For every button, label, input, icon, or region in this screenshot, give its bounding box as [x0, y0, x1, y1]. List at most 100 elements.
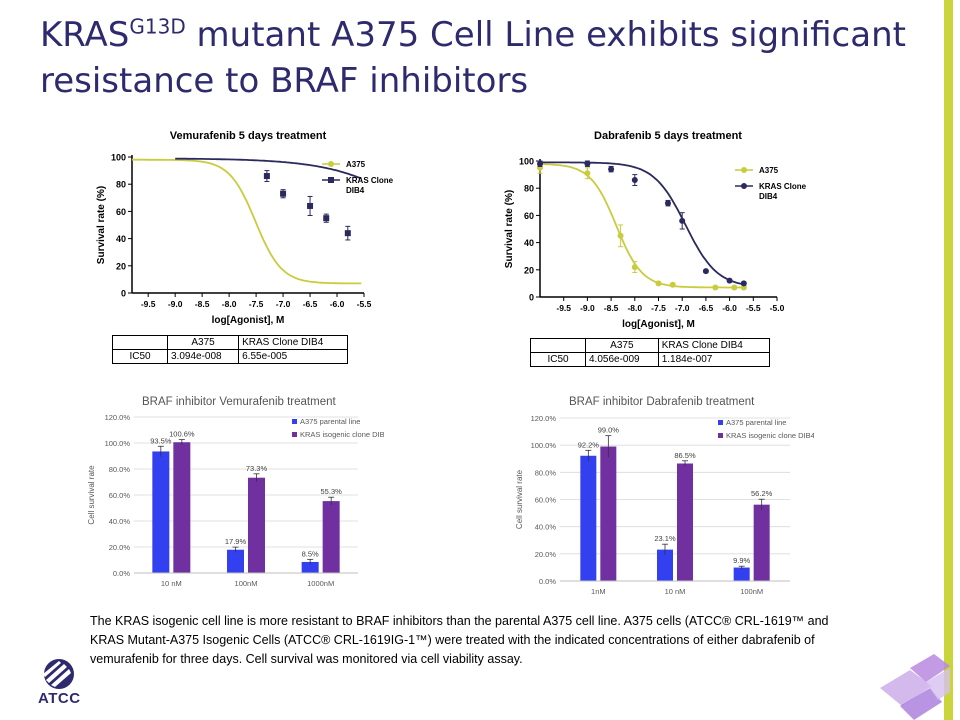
- fit-curve-kras: [175, 157, 362, 180]
- data-point-marker: [537, 160, 543, 167]
- x-tick-label: -8.0: [222, 299, 237, 309]
- y-tick-label: 0: [529, 293, 534, 303]
- ic50-header-row: A375 KRAS Clone DIB4: [530, 338, 771, 353]
- legend-swatch: [292, 432, 297, 437]
- title-kras: KRAS: [40, 15, 130, 55]
- ic50-header-row: A375 KRAS Clone DIB4: [112, 335, 348, 350]
- x-axis-label: log[Agonist], M: [212, 315, 285, 326]
- data-point-marker: [584, 160, 591, 167]
- data-point-marker: [679, 217, 686, 224]
- data-point-marker: [344, 230, 351, 237]
- data-label: 73.3%: [246, 464, 268, 473]
- y-tick-label: 100: [111, 153, 126, 163]
- legend-label: DIB4: [759, 192, 778, 201]
- y-axis-label: Survival rate (%): [504, 190, 515, 268]
- data-label: 56.2%: [751, 489, 773, 498]
- ic50-header-empty: [112, 335, 168, 350]
- x-tick-label: -5.5: [357, 299, 372, 309]
- x-tick-label: -7.5: [249, 299, 264, 309]
- data-label: 92.2%: [578, 440, 600, 449]
- x-tick-label: -6.5: [303, 299, 318, 309]
- data-point-marker: [669, 281, 676, 288]
- x-tick-label: 1nM: [591, 587, 606, 596]
- data-label: 55.3%: [321, 487, 343, 496]
- ic50-value-kras: 1.184e-007: [657, 352, 771, 367]
- data-point-marker: [584, 170, 591, 177]
- y-tick-label: 60.0%: [535, 496, 557, 505]
- legend-marker: [741, 183, 747, 189]
- data-label: 17.9%: [225, 537, 247, 546]
- bar-kras: [248, 477, 265, 573]
- data-point-marker: [702, 268, 709, 275]
- bar-kras: [677, 463, 693, 581]
- legend-marker: [328, 161, 334, 167]
- x-tick-label: 10 nM: [665, 587, 686, 596]
- y-tick-label: 100: [519, 157, 534, 167]
- y-tick-label: 60: [524, 211, 534, 221]
- x-tick-label: 100nM: [235, 579, 258, 588]
- bar-kras: [322, 501, 340, 573]
- ic50-header-empty: [530, 338, 586, 353]
- x-tick-label: 1000nM: [307, 579, 334, 588]
- ic50-header-a375: A375: [166, 335, 240, 350]
- ic50-value-a375: 4.056e-009: [585, 352, 659, 367]
- y-tick-label: 40: [116, 234, 126, 244]
- ic50-header-a375: A375: [585, 338, 659, 353]
- data-label: 100.6%: [169, 430, 195, 439]
- ic50-value-a375: 3.094e-008: [166, 349, 240, 364]
- bar-kras: [600, 446, 617, 581]
- x-tick-label: -8.5: [604, 303, 619, 313]
- x-tick-label: -7.0: [675, 303, 690, 313]
- atcc-logo-icon: [43, 659, 74, 689]
- data-label: 23.1%: [654, 534, 676, 543]
- chart-title: BRAF inhibitor Vemurafenib treatment: [142, 396, 336, 408]
- y-tick-label: 80.0%: [109, 465, 131, 474]
- x-tick-label: 10 nM: [161, 579, 182, 588]
- bar-a375: [580, 455, 597, 581]
- data-label: 99.0%: [598, 426, 620, 435]
- title-rest: mutant A375 Cell Line exhibits significa…: [40, 15, 906, 101]
- y-tick-label: 20: [116, 261, 126, 271]
- data-point-marker: [307, 202, 314, 209]
- y-tick-label: 0.0%: [113, 569, 130, 578]
- y-tick-label: 40: [524, 238, 534, 248]
- legend-label: A375 parental line: [726, 418, 786, 427]
- x-tick-label: -5.5: [746, 303, 761, 313]
- legend-label: A375 parental line: [300, 417, 360, 426]
- chart-title: Dabrafenib 5 days treatment: [594, 130, 742, 142]
- title-mutation-superscript: G13D: [129, 14, 186, 39]
- fit-curve-a375: [539, 163, 747, 289]
- data-point-marker: [608, 166, 615, 173]
- x-tick-label: -7.5: [651, 303, 666, 313]
- y-tick-label: 100.0%: [105, 439, 131, 448]
- legend-marker: [741, 167, 747, 173]
- slide-title: KRASG13D mutant A375 Cell Line exhibits …: [40, 12, 930, 104]
- legend-label: KRAS Clone: [759, 182, 807, 191]
- data-point-marker: [631, 264, 638, 271]
- bar-a375: [733, 567, 750, 581]
- y-tick-label: 0: [121, 289, 126, 299]
- ic50-value-kras: 6.55e-005: [238, 349, 348, 364]
- legend-swatch: [718, 420, 723, 425]
- x-tick-label: -9.5: [556, 303, 571, 313]
- bar-a375: [227, 549, 244, 573]
- data-point-marker: [617, 232, 624, 239]
- accent-bar: [944, 0, 953, 720]
- ic50-row-label: IC50: [112, 349, 168, 364]
- y-tick-label: 100.0%: [531, 441, 557, 450]
- vemurafenib-dose-response-chart: Vemurafenib 5 days treatment 0 20 40 60 80 100…: [96, 130, 394, 326]
- bar-a375: [657, 549, 673, 581]
- data-label: 86.5%: [674, 451, 696, 460]
- fit-curve-kras: [540, 161, 747, 286]
- data-point-marker: [726, 277, 733, 284]
- data-point-marker: [323, 215, 330, 222]
- legend-label: A375: [759, 166, 779, 175]
- data-label: 8.5%: [302, 549, 319, 558]
- data-point-marker: [664, 200, 671, 207]
- data-point-marker: [731, 284, 738, 291]
- x-tick-label: -9.5: [141, 299, 156, 309]
- data-label: 9.9%: [733, 556, 750, 565]
- y-axis-label: Cell survival rate: [515, 469, 524, 529]
- y-axis-label: Cell survival rate: [87, 465, 96, 525]
- x-tick-label: 100nM: [740, 587, 763, 596]
